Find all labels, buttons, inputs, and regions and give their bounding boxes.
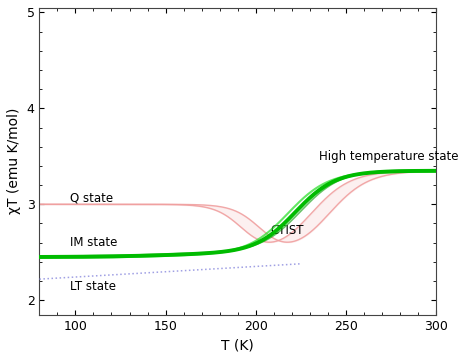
Text: IM state: IM state xyxy=(70,236,118,249)
Y-axis label: χT (emu K/mol): χT (emu K/mol) xyxy=(7,108,21,214)
Text: CTIST: CTIST xyxy=(270,224,304,237)
Text: High temperature state: High temperature state xyxy=(319,150,458,163)
Text: Q state: Q state xyxy=(70,191,113,204)
X-axis label: T (K): T (K) xyxy=(221,338,254,352)
Text: LT state: LT state xyxy=(70,280,116,293)
